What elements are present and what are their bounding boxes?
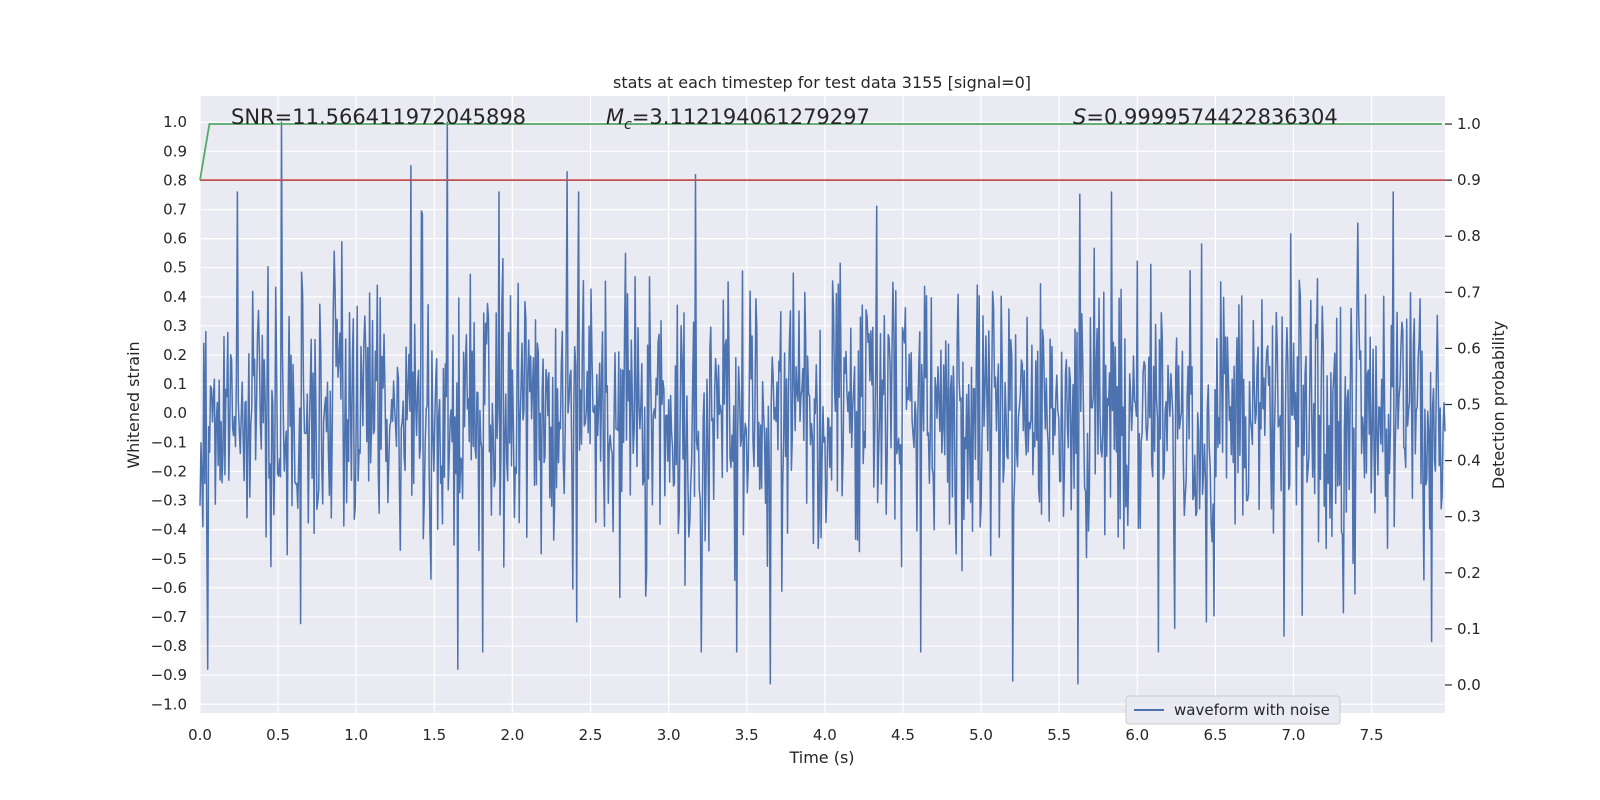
x-tick-label: 6.0: [1125, 726, 1149, 744]
y-tick-label: 0.2: [163, 346, 187, 364]
y-tick-label: 0.0: [163, 404, 187, 422]
x-tick-label: 2.0: [500, 726, 524, 744]
mc-symbol: M: [606, 105, 624, 129]
x-tick-label: 1.0: [344, 726, 368, 744]
y2-tick-label: 0.1: [1457, 620, 1481, 638]
y2-tick-label: 0.0: [1457, 676, 1481, 694]
y-tick-label: −0.6: [151, 579, 187, 597]
y2-tick-label: 0.7: [1457, 283, 1481, 301]
y-tick-label: 1.0: [163, 113, 187, 131]
probability-series: [199, 123, 1445, 181]
y2-tick-label: 0.9: [1457, 171, 1481, 189]
y2-tick-label: 0.8: [1457, 227, 1481, 245]
x-tick-label: 3.5: [735, 726, 759, 744]
y-tick-label: −0.7: [151, 608, 187, 626]
y-tick-label: 0.8: [163, 171, 187, 189]
mc-value: =3.112194061279297: [632, 105, 870, 129]
y2-tick-label: 1.0: [1457, 115, 1481, 133]
s-annotation: S=0.9999574422836304: [1073, 105, 1338, 129]
x-tick-label: 7.5: [1360, 726, 1384, 744]
x-tick-label: 3.0: [657, 726, 681, 744]
x-tick-label: 5.0: [969, 726, 993, 744]
mc-subscript: c: [624, 117, 632, 133]
detection-probability-line: [199, 123, 1442, 181]
chart-title: stats at each timestep for test data 315…: [613, 73, 1031, 92]
x-tick-label: 1.5: [422, 726, 446, 744]
y-tick-label: −1.0: [151, 695, 187, 713]
x-tick-label: 2.5: [579, 726, 603, 744]
waveform-series: [199, 121, 1446, 685]
x-tick-label: 4.0: [813, 726, 837, 744]
y-tick-label: 0.3: [163, 317, 187, 335]
s-symbol: S: [1073, 105, 1086, 129]
waveform-line: [199, 121, 1446, 685]
y-tick-label: −0.5: [151, 550, 187, 568]
y2-tick-label: 0.2: [1457, 564, 1481, 582]
legend: waveform with noise: [1125, 695, 1341, 725]
s-value: =0.9999574422836304: [1086, 105, 1337, 129]
y-tick-label: −0.3: [151, 492, 187, 510]
x-tick-label: 6.5: [1203, 726, 1227, 744]
y-tick-label: 0.7: [163, 201, 187, 219]
y-tick-label: 0.6: [163, 230, 187, 248]
y-tick-label: 0.4: [163, 288, 187, 306]
x-tick-label: 7.0: [1282, 726, 1306, 744]
y-tick-label: 0.5: [163, 259, 187, 277]
y-tick-label: 0.1: [163, 375, 187, 393]
x-axis-label: Time (s): [788, 748, 854, 767]
y2-axis-label: Detection probability: [1489, 321, 1508, 489]
x-tick-label: 0.5: [266, 726, 290, 744]
mc-annotation: Mc=3.112194061279297: [606, 105, 870, 133]
y2-ticks: 1.0 0.9 0.8 0.7 0.6 0.5 0.4 0.3 0.2 0.1 0.0: [1445, 115, 1481, 694]
y-ticks: 1.0 0.9 0.8 0.7 0.6 0.5 0.4 0.3 0.2 0.1 0.0 −0.1 −0.…: [151, 113, 187, 713]
y2-tick-label: 0.3: [1457, 508, 1481, 526]
y2-tick-label: 0.6: [1457, 339, 1481, 357]
y2-tick-label: 0.5: [1457, 396, 1481, 414]
x-tick-label: 5.5: [1047, 726, 1071, 744]
y-tick-label: 0.9: [163, 142, 187, 160]
legend-label: waveform with noise: [1174, 701, 1330, 719]
legend-box: [1125, 695, 1341, 725]
x-ticks: 0.0 0.5 1.0 1.5 2.0 2.5 3.0 3.5 4.0 4.5 5.0 5.5 6.0 6…: [188, 726, 1383, 744]
x-tick-label: 0.0: [188, 726, 212, 744]
snr-annotation: SNR=11.566411972045898: [231, 105, 526, 129]
y-tick-label: −0.4: [151, 521, 187, 539]
y-axis-label: Whitened strain: [124, 341, 143, 468]
y-tick-label: −0.9: [151, 666, 187, 684]
y-tick-label: −0.1: [151, 433, 187, 451]
y2-tick-label: 0.4: [1457, 452, 1481, 470]
x-tick-label: 4.5: [891, 726, 915, 744]
y-tick-label: −0.8: [151, 637, 187, 655]
y-tick-label: −0.2: [151, 462, 187, 480]
